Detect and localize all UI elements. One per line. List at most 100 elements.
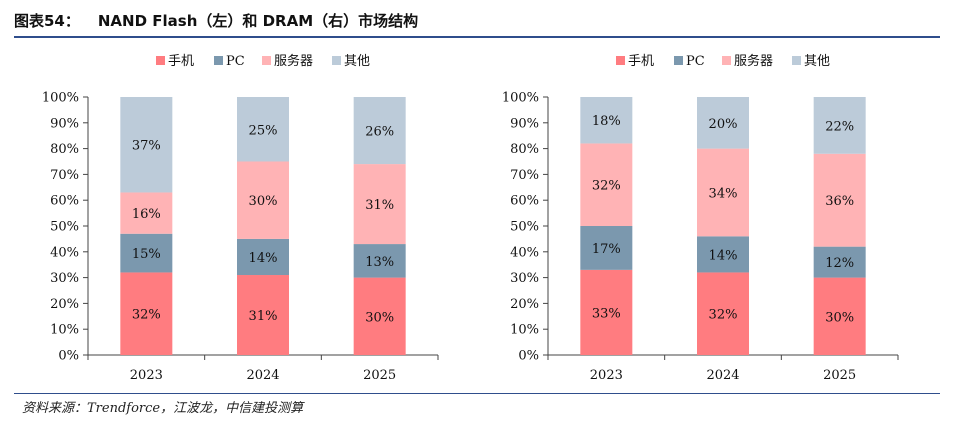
dram-legend-swatch-0: [616, 56, 625, 65]
dram-data-label-2024-0: 32%: [709, 308, 738, 323]
nand-bar-2023-1: [120, 233, 173, 273]
nand-data-label-2025-1: 13%: [365, 255, 394, 270]
nand-data-label-2024-0: 31%: [249, 309, 278, 324]
dram-x-tick-label-0: 2023: [590, 368, 623, 383]
nand-y-tick-label-4: 40%: [50, 245, 79, 260]
footer-divider: [14, 393, 940, 394]
nand-bar-2023-2: [120, 192, 173, 234]
nand-y-tick-label-7: 70%: [50, 168, 79, 183]
nand-bar-2023-3: [120, 97, 173, 193]
dram-legend-label-2: 服务器: [734, 53, 773, 69]
dram-bar-2024-3: [697, 97, 749, 149]
dram-bar-2025-1: [813, 246, 866, 278]
nand-legend-label-2: 服务器: [274, 53, 313, 69]
nand-y-tick-label-3: 30%: [50, 271, 79, 286]
dram-legend-swatch-1: [674, 56, 683, 65]
nand-y-tick-label-8: 80%: [50, 142, 79, 157]
nand-y-tick-label-5: 50%: [50, 220, 79, 235]
dram-legend-swatch-3: [792, 56, 801, 65]
dram-bar-2024-0: [697, 272, 749, 355]
nand-bar-2025-3: [353, 97, 406, 165]
dram-bar-2023-0: [580, 269, 633, 355]
dram-bar-2024-1: [697, 236, 749, 273]
figure-label: 图表54：: [14, 12, 80, 30]
nand-y-tick-label-9: 90%: [50, 116, 79, 131]
nand-x-tick-label-0: 2023: [130, 368, 163, 383]
nand-y-tick-label-6: 60%: [50, 194, 79, 209]
dram-legend: 手机 PC 服务器 其他: [616, 53, 830, 69]
dram-y-tick-label-0: 0%: [518, 349, 539, 364]
nand-y-tick-label-2: 20%: [50, 297, 79, 312]
nand-bar-2025-2: [353, 164, 406, 245]
nand-y-tick-label-1: 10%: [50, 323, 79, 338]
source-note: 资料来源：Trendforce，江波龙，中信建投测算: [22, 401, 304, 416]
dram-legend-swatch-2: [722, 56, 731, 65]
dram-y-tick-label-8: 80%: [510, 142, 539, 157]
nand-bar-2024-2: [237, 161, 289, 239]
nand-data-label-2024-1: 14%: [249, 251, 278, 266]
dram-legend-label-3: 其他: [804, 54, 830, 69]
nand-data-label-2024-2: 30%: [249, 194, 278, 209]
dram-y-tick-label-10: 100%: [502, 91, 539, 106]
dram-data-label-2025-0: 30%: [825, 310, 854, 325]
dram-y-tick-label-7: 70%: [510, 168, 539, 183]
dram-data-label-2023-1: 17%: [592, 242, 621, 257]
nand-y-tick-label-10: 100%: [42, 91, 79, 106]
figure-title: 图表54： NAND Flash（左）和 DRAM（右）市场结构: [14, 8, 940, 34]
dram-legend-label-0: 手机: [628, 54, 654, 69]
nand-bar-2023-0: [120, 272, 173, 355]
title-divider: [14, 36, 940, 38]
nand-legend-swatch-2: [262, 56, 271, 65]
nand-bar-2025-0: [353, 277, 406, 355]
nand-legend-swatch-1: [214, 56, 223, 65]
nand-legend-swatch-3: [332, 56, 341, 65]
nand-legend-label-3: 其他: [344, 54, 370, 69]
dram-data-label-2023-0: 33%: [592, 306, 621, 321]
dram-data-label-2024-2: 34%: [709, 186, 738, 201]
nand-flash-chart: 手机 PC 服务器 其他 0% 10% 20% 30% 40% 50% 60% 70% 80% 90% 10…: [42, 53, 439, 383]
nand-legend-label-1: PC: [226, 54, 245, 69]
nand-data-label-2025-3: 26%: [365, 125, 394, 140]
nand-x-tick-label-1: 2024: [246, 368, 279, 383]
dram-y-tick-label-5: 50%: [510, 220, 539, 235]
nand-bar-2024-1: [237, 238, 289, 276]
nand-bar-2025-1: [353, 244, 406, 278]
dram-bar-2023-2: [580, 143, 633, 226]
nand-data-label-2025-0: 30%: [365, 310, 394, 325]
dram-x-tick-label-1: 2024: [706, 368, 739, 383]
nand-data-label-2024-3: 25%: [249, 123, 278, 138]
nand-legend-swatch-0: [156, 56, 165, 65]
dram-bar-2023-1: [580, 226, 633, 270]
dram-bar-2025-0: [813, 277, 866, 355]
nand-data-label-2023-1: 15%: [132, 247, 161, 262]
dram-bar-2024-2: [697, 148, 749, 237]
nand-x-tick-label-2: 2025: [363, 368, 396, 383]
dram-data-label-2023-3: 18%: [592, 114, 621, 129]
nand-legend-label-0: 手机: [168, 54, 194, 69]
figure-title-text: NAND Flash（左）和 DRAM（右）市场结构: [97, 12, 419, 30]
nand-y-tick-label-0: 0%: [58, 349, 79, 364]
dram-data-label-2024-1: 14%: [709, 248, 738, 263]
dram-data-label-2025-3: 22%: [825, 119, 854, 134]
nand-legend: 手机 PC 服务器 其他: [156, 53, 370, 69]
nand-data-label-2023-2: 16%: [132, 207, 161, 222]
dram-y-tick-label-1: 10%: [510, 323, 539, 338]
dram-bar-2025-2: [813, 153, 866, 247]
dram-data-label-2025-2: 36%: [825, 194, 854, 209]
dram-data-label-2023-2: 32%: [592, 179, 621, 194]
dram-y-tick-label-4: 40%: [510, 245, 539, 260]
dram-y-tick-label-9: 90%: [510, 116, 539, 131]
dram-y-tick-label-6: 60%: [510, 194, 539, 209]
dram-bar-2023-3: [580, 97, 633, 144]
dram-legend-label-1: PC: [686, 54, 705, 69]
dram-bar-2025-3: [813, 97, 866, 154]
dram-chart: 手机 PC 服务器 其他 0% 10% 20% 30% 40% 50% 60% 70% 80% 90% 10…: [502, 53, 899, 383]
nand-data-label-2025-2: 31%: [365, 198, 394, 213]
nand-data-label-2023-3: 37%: [132, 139, 161, 154]
dram-y-tick-label-2: 20%: [510, 297, 539, 312]
nand-bar-2024-0: [237, 275, 289, 355]
dram-data-label-2025-1: 12%: [825, 256, 854, 271]
nand-data-label-2023-0: 32%: [132, 308, 161, 323]
dram-x-tick-label-2: 2025: [823, 368, 856, 383]
dram-data-label-2024-3: 20%: [709, 117, 738, 132]
